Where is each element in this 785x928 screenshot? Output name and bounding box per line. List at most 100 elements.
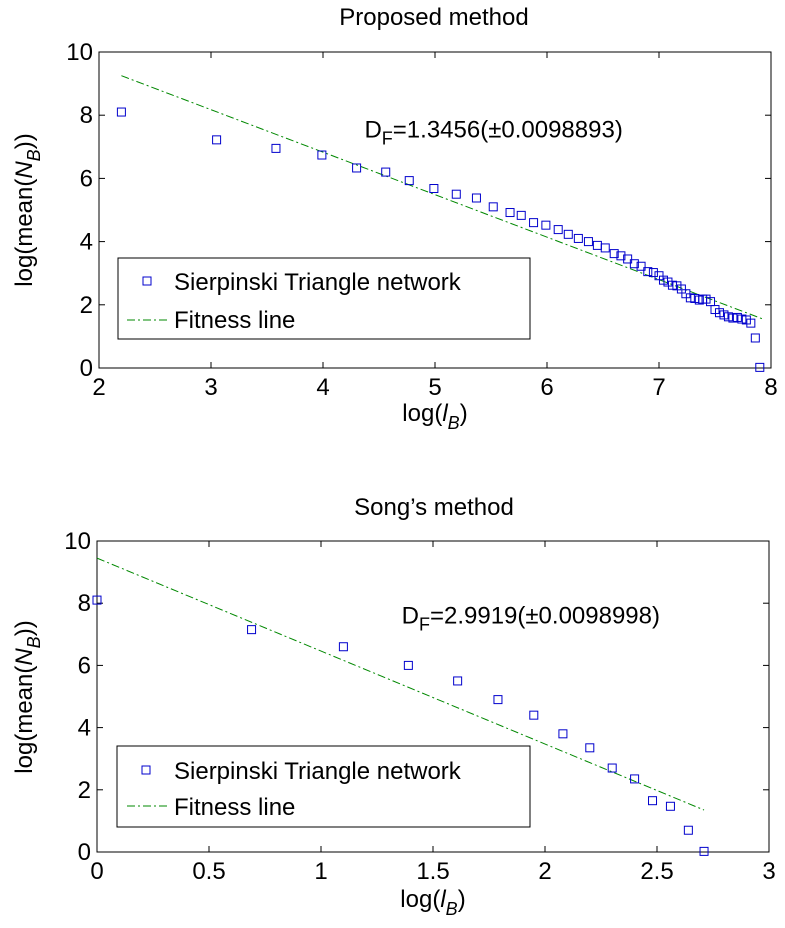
y-tick-label: 4 xyxy=(80,229,93,256)
y-tick-label: 8 xyxy=(78,590,91,617)
legend-label-network: Sierpinski Triangle network xyxy=(174,269,462,296)
x-tick-label: 3 xyxy=(204,374,217,401)
x-axis-ticks: 2 3 4 5 6 7 8 xyxy=(92,52,778,401)
data-point-square xyxy=(92,595,102,605)
x-tick-label: 7 xyxy=(652,374,665,401)
y-tick-label: 4 xyxy=(78,715,91,742)
fitness-line-series xyxy=(121,75,763,320)
data-point-square xyxy=(623,254,633,264)
data-point-square xyxy=(643,267,653,277)
data-point-square xyxy=(553,225,563,235)
legend-marker-square xyxy=(141,765,151,775)
x-tick-label: 3 xyxy=(762,858,775,885)
y-tick-label: 0 xyxy=(78,839,91,866)
data-point-square xyxy=(755,362,765,372)
y-tick-label: 6 xyxy=(80,165,93,192)
df-annotation-main: D xyxy=(402,602,419,629)
data-point-square xyxy=(247,625,257,635)
chart-title: Song’s method xyxy=(354,494,514,521)
data-point-square xyxy=(541,220,551,230)
x-axis-ticks: 0 0.5 1 1.5 2 2.5 3 xyxy=(90,541,776,885)
x-axis-label-sub: B xyxy=(448,413,460,433)
legend-label-fitness: Fitness line xyxy=(174,794,295,821)
data-point-square xyxy=(493,695,503,705)
x-tick-label: 1 xyxy=(314,858,327,885)
data-point-square xyxy=(116,107,126,117)
data-point-square xyxy=(471,193,481,203)
data-point-square xyxy=(750,333,760,343)
data-point-square xyxy=(683,825,693,835)
df-annotation-value: =1.3456(±0.0098893) xyxy=(393,116,623,143)
df-annotation-value: =2.9919(±0.0098998) xyxy=(430,602,660,629)
df-annotation-sub: F xyxy=(419,614,430,634)
x-axis-label-suffix: ) xyxy=(460,400,468,427)
y-tick-label: 2 xyxy=(78,777,91,804)
x-axis-label-sub: B xyxy=(446,899,458,919)
fitness-line xyxy=(121,75,763,320)
data-point-square xyxy=(451,189,461,199)
y-tick-label: 8 xyxy=(80,102,93,129)
y-tick-label: 10 xyxy=(66,39,93,66)
data-point-square xyxy=(529,710,539,720)
data-point-square xyxy=(212,135,222,145)
x-tick-label: 8 xyxy=(764,374,777,401)
data-point-square xyxy=(585,743,595,753)
x-axis-label-var: l xyxy=(442,400,448,427)
x-axis-label-suffix: ) xyxy=(458,886,466,913)
x-axis-label-prefix: log( xyxy=(400,886,440,913)
y-tick-label: 6 xyxy=(78,652,91,679)
data-point-square xyxy=(558,729,568,739)
x-axis-label-var: l xyxy=(440,886,446,913)
scatter-series xyxy=(116,107,765,372)
data-point-square xyxy=(429,184,439,194)
y-axis-label-prefix: log(mean( xyxy=(11,666,38,774)
data-point-square xyxy=(629,259,639,269)
y-axis-label-suffix: )) xyxy=(11,133,38,149)
y-axis-label: log(mean(NB)) xyxy=(11,133,44,286)
data-point-square xyxy=(616,251,626,261)
df-annotation-sub: F xyxy=(382,128,393,148)
data-point-square xyxy=(381,167,391,177)
scatter-series xyxy=(92,595,709,856)
data-point-square xyxy=(404,176,414,186)
fitness-line xyxy=(96,557,705,811)
legend-box xyxy=(117,257,531,340)
data-point-square xyxy=(699,846,709,856)
y-tick-label: 10 xyxy=(64,528,91,555)
x-axis-label: log(lB) xyxy=(402,400,467,433)
legend: Sierpinski Triangle network Fitness line xyxy=(117,257,531,340)
data-point-square xyxy=(563,229,573,239)
x-tick-label: 5 xyxy=(428,374,441,401)
data-point-square xyxy=(352,163,362,173)
x-tick-label: 4 xyxy=(316,374,329,401)
x-tick-label: 0.5 xyxy=(192,858,225,885)
data-point-square xyxy=(648,268,658,278)
x-axis-label: log(lB) xyxy=(400,886,465,919)
legend: Sierpinski Triangle network Fitness line xyxy=(116,745,531,828)
df-annotation-main: D xyxy=(364,116,381,143)
x-tick-label: 0 xyxy=(90,858,103,885)
y-axis-ticks: 0 2 4 6 8 10 xyxy=(64,528,769,866)
data-point-square xyxy=(317,150,327,160)
y-axis-label: log(mean(NB)) xyxy=(11,620,44,773)
data-point-square xyxy=(488,202,498,212)
chart-title: Proposed method xyxy=(339,4,528,31)
y-axis-label-var: N xyxy=(11,648,38,666)
fitness-line-series xyxy=(96,557,705,811)
data-point-square xyxy=(607,763,617,773)
x-tick-label: 2 xyxy=(92,374,105,401)
data-point-square xyxy=(505,208,515,218)
legend-box xyxy=(116,745,531,828)
df-annotation: DF=1.3456(±0.0098893) xyxy=(364,116,622,148)
legend-label-fitness: Fitness line xyxy=(174,307,295,334)
y-tick-label: 0 xyxy=(80,355,93,382)
data-point-square xyxy=(271,143,281,153)
data-point-square xyxy=(529,218,539,228)
y-axis-label-suffix: )) xyxy=(11,620,38,636)
data-point-square xyxy=(746,318,756,328)
y-axis-label-prefix: log(mean( xyxy=(11,179,38,287)
data-point-square xyxy=(600,243,610,253)
x-tick-label: 1.5 xyxy=(416,858,449,885)
